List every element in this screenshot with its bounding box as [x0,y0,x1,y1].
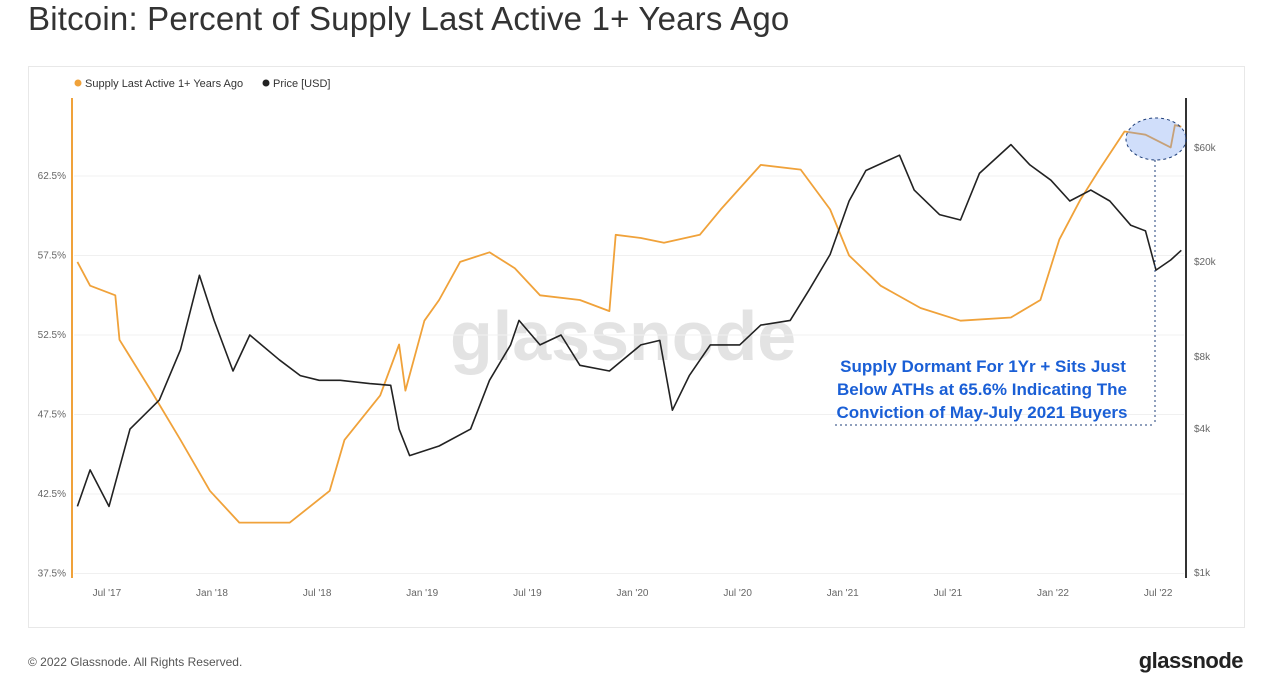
x-axis-tick-label: Jul '20 [723,588,752,599]
right-axis-tick-label: $1k [1194,568,1211,579]
price-line [76,143,1182,508]
annotation-ellipse [1125,117,1187,161]
x-axis-tick-label: Jul '22 [1144,588,1173,599]
left-axis-tick-label: 57.5% [38,251,66,262]
x-axis-tick-label: Jul '21 [934,588,963,599]
right-axis-tick-label: $60k [1194,143,1217,154]
watermark: glassnode [450,297,796,375]
annotation: Supply Dormant For 1Yr + Sits Just Below… [835,117,1187,426]
copyright: © 2022 Glassnode. All Rights Reserved. [28,655,243,669]
left-axis-tick-label: 37.5% [38,569,66,580]
x-axis-tick-label: Jan '20 [617,588,649,599]
chart-title: Bitcoin: Percent of Supply Last Active 1… [28,0,790,37]
annotation-line-3: Conviction of May-July 2021 Buyers [837,403,1128,422]
glassnode-logo: glassnode [1138,648,1244,673]
legend-swatch-supply [74,79,82,87]
annotation-line-2: Below ATHs at 65.6% Indicating The [837,380,1127,399]
x-axis-tick-label: Jan '19 [406,588,438,599]
right-axis-tick-label: $8k [1194,352,1211,363]
right-axis-tick-label: $4k [1194,424,1211,435]
left-axis-tick-label: 47.5% [38,410,66,421]
x-axis-tick-label: Jul '19 [513,588,542,599]
x-axis-tick-label: Jan '22 [1037,588,1069,599]
x-axis-tick-label: Jul '17 [93,588,122,599]
chart-panel [28,66,1245,628]
legend-swatch-price [262,79,270,87]
x-axis-tick-label: Jan '21 [827,588,859,599]
left-axis-tick-label: 62.5% [38,171,66,182]
annotation-line-1: Supply Dormant For 1Yr + Sits Just [840,357,1126,376]
right-axis-tick-label: $20k [1194,257,1217,268]
legend: Supply Last Active 1+ Years Ago Price [U… [74,78,330,90]
left-axis-tick-label: 42.5% [38,489,66,500]
supply-line [76,124,1182,524]
x-axis-tick-label: Jul '18 [303,588,332,599]
legend-label-supply[interactable]: Supply Last Active 1+ Years Ago [85,78,243,90]
left-axis-tick-label: 52.5% [38,330,66,341]
x-axis-tick-label: Jan '18 [196,588,228,599]
legend-label-price[interactable]: Price [USD] [273,78,330,90]
